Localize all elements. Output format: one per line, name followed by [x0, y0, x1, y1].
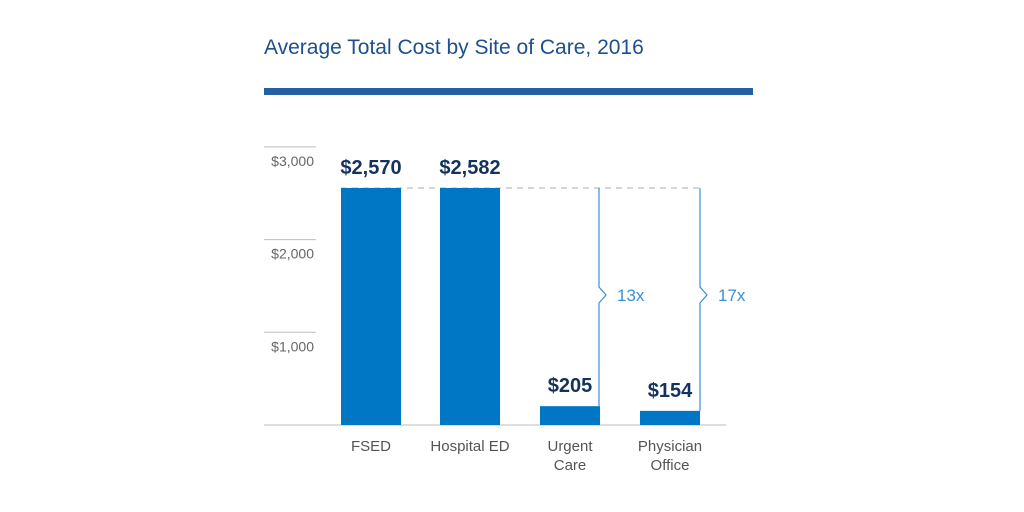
category-label: Hospital ED — [430, 438, 509, 455]
y-tick-label: $3,000 — [271, 153, 314, 169]
bar — [341, 188, 401, 425]
chart-title: Average Total Cost by Site of Care, 2016 — [264, 36, 644, 59]
y-tick-label: $2,000 — [271, 246, 314, 262]
category-label: Office — [651, 457, 690, 474]
title-rule — [264, 88, 753, 95]
category-label: Care — [554, 457, 587, 474]
y-tick-label: $1,000 — [271, 338, 314, 354]
bar — [440, 188, 500, 425]
value-label: $2,570 — [340, 157, 401, 179]
bracket — [699, 188, 708, 411]
multiplier-label: 17x — [718, 286, 746, 305]
category-label: FSED — [351, 438, 391, 455]
bar — [540, 406, 600, 425]
category-label: Urgent — [547, 438, 593, 455]
value-label: $205 — [548, 375, 593, 397]
multiplier-label: 13x — [617, 286, 645, 305]
bar — [640, 410, 700, 425]
category-label: Physician — [638, 438, 702, 455]
value-label: $2,582 — [439, 157, 500, 179]
value-label: $154 — [648, 380, 693, 402]
bracket — [598, 188, 607, 407]
